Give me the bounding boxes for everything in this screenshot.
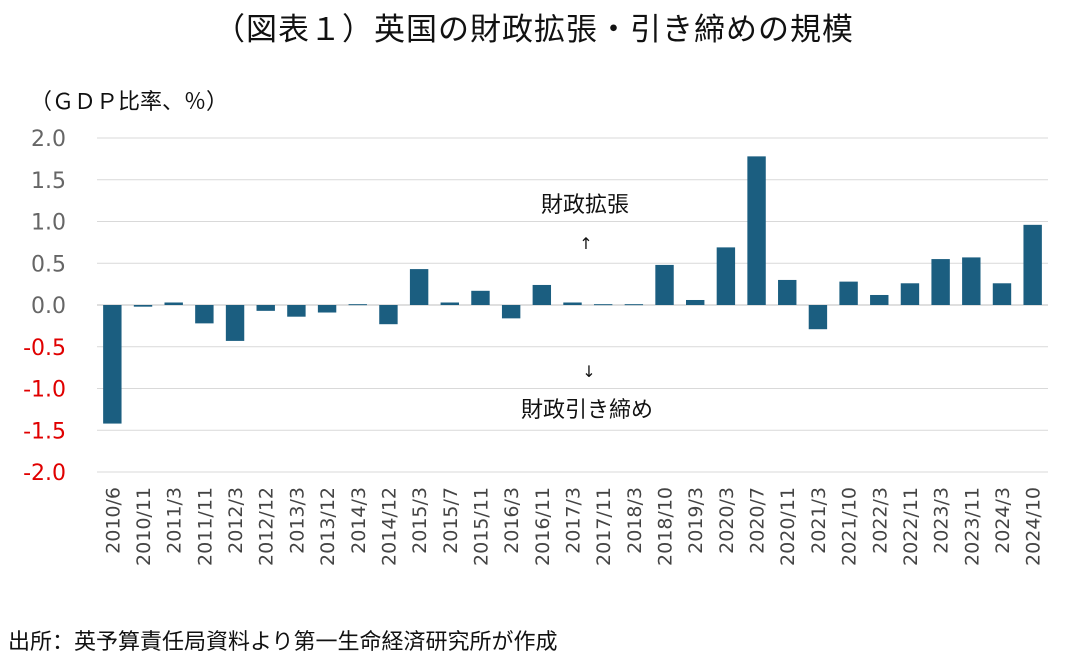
expansion-label: 財政拡張: [541, 193, 629, 218]
bar-2019-3: [686, 299, 705, 305]
x-tick-label: 2020/11: [777, 487, 799, 566]
bar-2013-12: [317, 305, 337, 313]
bar-2018-3: [624, 304, 644, 306]
x-tick-label: 2023/3: [931, 487, 953, 554]
x-tick-label: 2018/10: [655, 487, 677, 566]
bar-2015-3: [409, 269, 429, 305]
x-tick-label: 2011/3: [164, 487, 186, 554]
chart-title: （図表１）英国の財政拡張・引き締めの規模: [214, 12, 854, 48]
x-tick-label: 2014/12: [378, 487, 400, 566]
x-tick-label: 2014/3: [348, 487, 370, 554]
bar-2015-7: [440, 302, 459, 305]
bar-2024-10: [1023, 224, 1042, 305]
y-tick-label: -1.5: [23, 419, 66, 444]
y-tick-label: -1.0: [23, 378, 66, 403]
x-tick-label: 2020/7: [747, 487, 769, 554]
x-tick-label: 2017/3: [563, 487, 585, 554]
bar-2013-3: [287, 305, 306, 317]
x-tick-label: 2013/12: [317, 487, 339, 566]
expansion-arrow: ↑: [579, 234, 592, 253]
y-tick-label: 1.5: [31, 169, 66, 194]
x-tick-label: 2010/6: [102, 487, 124, 554]
x-tick-label: 2015/7: [440, 487, 462, 554]
x-tick-label: 2015/3: [409, 487, 431, 554]
bar-2020-3: [716, 247, 736, 305]
bar-2010-11: [133, 305, 153, 307]
bar-2010-6: [103, 305, 122, 424]
x-tick-label: 2024/3: [992, 487, 1014, 554]
x-tick-label: 2018/3: [624, 487, 646, 554]
x-tick-label: 2010/11: [133, 487, 155, 566]
x-tick-label: 2020/3: [716, 487, 738, 554]
y-tick-label: 2.0: [31, 127, 66, 152]
bar-2023-3: [931, 259, 950, 305]
y-tick-label: 1.0: [31, 211, 66, 236]
x-tick-label: 2021/10: [839, 487, 861, 566]
bar-2022-3: [870, 294, 889, 305]
x-tick-label: 2017/11: [593, 487, 615, 566]
y-tick-label: -0.5: [23, 336, 66, 361]
x-tick-label: 2012/3: [225, 487, 247, 554]
x-tick-label: 2019/3: [685, 487, 707, 554]
tightening-arrow: ↓: [582, 362, 595, 381]
bar-2018-10: [655, 264, 674, 305]
y-tick-label: -2.0: [23, 461, 66, 486]
bar-2012-3: [225, 305, 245, 341]
bar-2020-7: [747, 156, 766, 305]
annotations: 財政拡張 ↑ ↓ 財政引き締め: [521, 193, 653, 423]
x-tick-label: 2016/3: [501, 487, 523, 554]
x-tick-label: 2012/12: [256, 487, 278, 566]
bar-2016-3: [501, 305, 521, 319]
bar-2021-3: [808, 305, 828, 330]
bar-2024-3: [992, 283, 1012, 305]
bar-2014-12: [379, 305, 398, 325]
tightening-label: 財政引き締め: [521, 398, 653, 423]
x-tick-label: 2024/10: [1023, 487, 1045, 566]
x-tick-label: 2013/3: [286, 487, 308, 554]
y-tick-label: 0.0: [31, 294, 66, 319]
bar-2017-11: [593, 304, 613, 306]
bar-2022-11: [900, 283, 920, 305]
x-tick-label: 2011/11: [194, 487, 216, 566]
bar-2015-11: [471, 290, 490, 305]
x-tick-label: 2022/3: [869, 487, 891, 554]
bar-2023-11: [962, 257, 981, 305]
x-tick-label: 2016/11: [532, 487, 554, 566]
x-tick-label: 2021/3: [808, 487, 830, 554]
y-tick-label: 0.5: [31, 252, 66, 277]
y-axis-unit-label: （ＧＤＰ比率、％）: [30, 90, 229, 115]
bar-2021-10: [839, 281, 858, 305]
bar-2014-3: [348, 304, 367, 306]
bars: [103, 156, 1042, 424]
x-axis-ticks: 2010/6 2010/11 2011/3 2011/11 2012/3 2012/12 2…: [102, 487, 1044, 566]
bar-2017-3: [563, 302, 582, 305]
y-axis-ticks: 2.0 1.5 1.0 0.5 0.0 -0.5 -1.0 -1.5 -2.0: [23, 127, 66, 486]
source-note: 出所：英予算責任局資料より第一生命経済研究所が作成: [8, 630, 558, 655]
gridlines: [97, 137, 1048, 473]
x-tick-label: 2023/11: [961, 487, 983, 566]
bar-2011-3: [164, 302, 183, 305]
bar-2012-12: [256, 305, 275, 311]
x-tick-label: 2022/11: [900, 487, 922, 566]
bar-2016-11: [532, 284, 552, 305]
bar-2011-11: [195, 305, 214, 324]
x-tick-label: 2015/11: [470, 487, 492, 566]
bar-2020-11: [778, 279, 797, 305]
